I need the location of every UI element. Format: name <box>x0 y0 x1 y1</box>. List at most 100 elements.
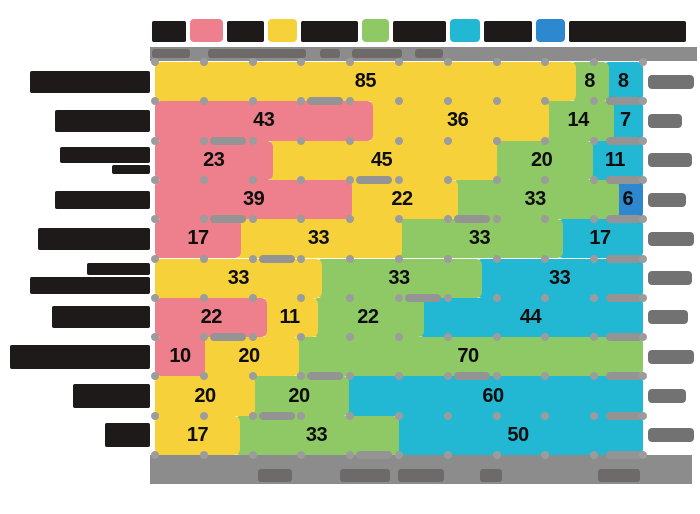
redaction-line <box>55 190 150 209</box>
grid-dot <box>395 293 403 302</box>
grid-dot <box>443 411 452 420</box>
category-label-redacted <box>10 180 150 219</box>
bar-value: 36 <box>447 109 469 132</box>
bar-row: 10 20 70 <box>155 337 643 377</box>
bar-value: 45 <box>370 148 393 171</box>
grid-dot <box>492 58 501 66</box>
grid-dot <box>590 58 599 66</box>
bar-value: 20 <box>531 148 553 171</box>
grid-dot <box>395 254 403 263</box>
category-label-redacted <box>10 219 150 258</box>
bar-segment-yellow: 33 <box>235 219 402 259</box>
grid-dot <box>346 136 355 145</box>
grid-dot <box>639 136 647 145</box>
grid-dot <box>443 58 452 66</box>
grid-dot <box>590 411 599 420</box>
bar-value: 11 <box>604 148 626 171</box>
grid-dot <box>395 451 403 459</box>
bar-value: 22 <box>357 305 379 328</box>
legend-swatch-pink <box>190 12 223 42</box>
redaction-line <box>112 164 150 174</box>
grid-dot <box>590 333 599 342</box>
bar-value: 33 <box>468 227 491 250</box>
grid-dot <box>346 333 355 342</box>
grid-dot <box>443 254 452 263</box>
legend-swatch-shadow <box>537 12 564 22</box>
grid-dot <box>395 215 403 224</box>
grid-dot <box>248 372 257 381</box>
grid-dot <box>248 58 257 66</box>
category-label-redacted <box>10 101 150 140</box>
redaction-line <box>30 70 150 93</box>
bar-segment-pink: 10 <box>155 337 205 377</box>
grid-mark <box>453 372 490 381</box>
bar-row: 20 20 60 <box>155 376 643 416</box>
bar-segment-pink: 39 <box>155 179 353 220</box>
grid-dot <box>590 215 599 224</box>
grid-dot <box>639 333 647 342</box>
category-label-redacted <box>10 337 150 376</box>
grid-dot <box>590 293 599 302</box>
grid-dot <box>443 136 452 145</box>
row-count-redacted <box>648 349 694 364</box>
grid-dot <box>395 136 403 145</box>
bar-value: 6 <box>622 188 634 211</box>
grid-dot <box>541 136 550 145</box>
axis-tick-redacted <box>480 469 502 482</box>
bar-segment-pink: 22 <box>155 297 268 338</box>
grid-dot <box>151 372 159 381</box>
grid-dot <box>248 175 257 184</box>
row-count-redacted <box>648 389 686 404</box>
bar-value: 17 <box>186 423 209 446</box>
grid-dot <box>541 254 550 263</box>
grid-dot <box>199 451 208 459</box>
grid-dot <box>590 175 599 184</box>
grid-dot <box>151 254 159 263</box>
grid-mark <box>606 293 642 302</box>
bar-segment-cyan: 44 <box>418 297 643 338</box>
bar-value: 39 <box>243 188 265 211</box>
grid-dot <box>443 451 452 459</box>
grid-mark <box>356 175 393 184</box>
grid-dot <box>346 97 355 106</box>
bar-segment-yellow: 20 <box>155 376 255 416</box>
bar-row: 33 33 33 <box>155 258 644 298</box>
grid-dot <box>297 58 306 66</box>
bar-segment-yellow: 17 <box>155 415 240 455</box>
grid-dot <box>297 333 306 342</box>
grid-dot <box>443 215 452 224</box>
bar-segment-yellow: 45 <box>266 140 497 180</box>
grid-dot <box>151 58 159 66</box>
top-axis-band <box>150 47 697 61</box>
grid-dot <box>492 215 501 224</box>
bar-value: 17 <box>187 227 209 250</box>
grid-dot <box>297 411 306 420</box>
bar-segment-pink: 23 <box>155 140 273 180</box>
grid-dot <box>541 372 550 381</box>
bar-segment-yellow: 11 <box>261 297 318 338</box>
bar-value: 23 <box>203 148 225 171</box>
category-label-redacted <box>10 141 150 180</box>
legend-label-redacted <box>152 21 186 42</box>
grid-dot <box>248 451 257 459</box>
bar-value: 33 <box>307 227 330 250</box>
grid-dot <box>492 97 501 106</box>
bar-value: 33 <box>524 188 547 211</box>
bar-row: 85 8 8 <box>155 62 644 102</box>
legend-label-redacted <box>227 21 264 42</box>
grid-mark <box>606 333 642 342</box>
bar-value: 20 <box>238 345 260 368</box>
bar-row: 23 45 20 11 <box>155 140 643 180</box>
grid-mark <box>606 97 642 106</box>
bar-segment-cyan: 11 <box>586 140 643 180</box>
grid-mark <box>258 254 295 263</box>
category-label-redacted <box>10 259 150 298</box>
grid-dot <box>248 411 257 420</box>
grid-dot <box>297 293 306 302</box>
axis-tick-redacted <box>415 49 443 58</box>
legend-swatch-shadow <box>269 12 296 22</box>
grid-dot <box>639 411 647 420</box>
grid-dot <box>151 293 159 302</box>
grid-dot <box>346 293 355 302</box>
legend-swatch-blue <box>536 12 565 42</box>
